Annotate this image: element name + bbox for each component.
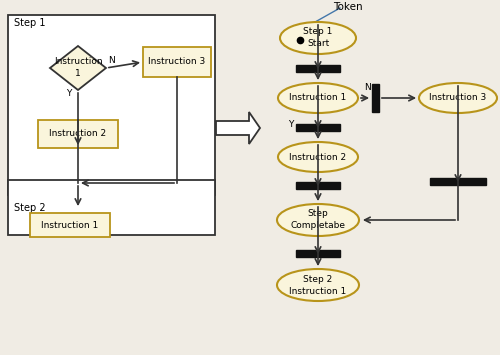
- Text: Instruction 3: Instruction 3: [148, 58, 206, 66]
- FancyBboxPatch shape: [30, 213, 110, 237]
- Text: Completabe: Completabe: [290, 222, 346, 230]
- FancyBboxPatch shape: [372, 84, 379, 112]
- FancyBboxPatch shape: [296, 182, 340, 189]
- Text: Instruction 2: Instruction 2: [290, 153, 346, 162]
- Polygon shape: [216, 112, 260, 144]
- Text: Y: Y: [66, 89, 71, 98]
- Text: Token: Token: [333, 2, 363, 12]
- Ellipse shape: [278, 83, 358, 113]
- Text: Instruction 1: Instruction 1: [290, 93, 346, 103]
- Ellipse shape: [419, 83, 497, 113]
- Text: Instruction: Instruction: [54, 58, 102, 66]
- Text: Step 1: Step 1: [14, 18, 46, 28]
- FancyBboxPatch shape: [296, 124, 340, 131]
- Text: 1: 1: [75, 70, 81, 78]
- Ellipse shape: [280, 22, 356, 54]
- FancyBboxPatch shape: [38, 120, 118, 148]
- Ellipse shape: [277, 204, 359, 236]
- FancyBboxPatch shape: [296, 65, 340, 72]
- Text: Step: Step: [308, 209, 328, 218]
- Text: N: N: [108, 56, 115, 65]
- FancyBboxPatch shape: [296, 250, 340, 257]
- Text: Instruction 3: Instruction 3: [430, 93, 486, 103]
- FancyBboxPatch shape: [8, 15, 215, 195]
- FancyBboxPatch shape: [143, 47, 211, 77]
- Polygon shape: [50, 46, 106, 90]
- Text: Step 1: Step 1: [304, 27, 332, 37]
- Text: N: N: [364, 83, 371, 92]
- FancyBboxPatch shape: [430, 178, 486, 185]
- Text: Y: Y: [288, 120, 294, 129]
- Text: Step 2: Step 2: [14, 203, 46, 213]
- FancyBboxPatch shape: [8, 180, 215, 235]
- Ellipse shape: [277, 269, 359, 301]
- Text: Step 2: Step 2: [304, 274, 332, 284]
- Text: Instruction 1: Instruction 1: [42, 220, 98, 229]
- Text: Instruction 2: Instruction 2: [50, 130, 106, 138]
- Text: Instruction 1: Instruction 1: [290, 286, 346, 295]
- Text: Start: Start: [307, 39, 329, 49]
- Ellipse shape: [278, 142, 358, 172]
